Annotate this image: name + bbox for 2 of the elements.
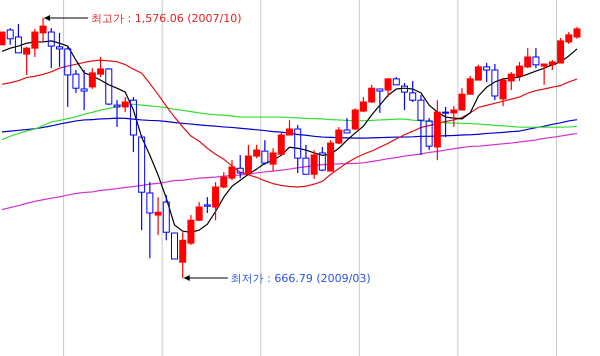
annotation: 최저가 : 666.79 (2009/03)	[230, 272, 371, 285]
annotation: 최고가 : 1,576.06 (2007/10)	[91, 12, 242, 25]
